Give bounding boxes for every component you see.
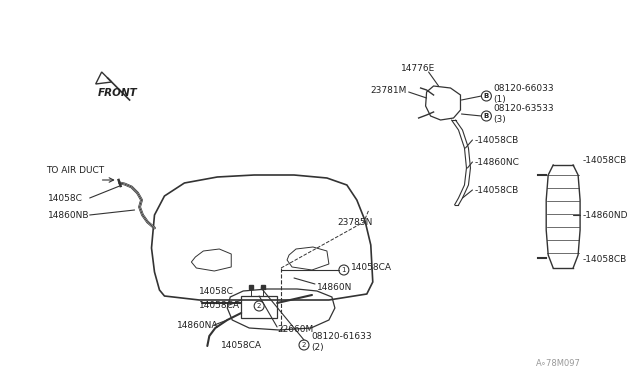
Text: -14860NC: -14860NC — [474, 157, 519, 167]
Text: 14860NA: 14860NA — [177, 321, 219, 330]
Text: -14058CB: -14058CB — [474, 186, 518, 195]
Text: 1: 1 — [342, 267, 346, 273]
Text: 08120-66033
(1): 08120-66033 (1) — [493, 84, 554, 104]
Text: 14860NB: 14860NB — [48, 211, 90, 219]
Text: B: B — [484, 93, 489, 99]
Text: 14776E: 14776E — [401, 64, 435, 73]
Text: -14058CB: -14058CB — [582, 155, 627, 164]
Text: 23785N: 23785N — [337, 218, 372, 227]
Text: 2: 2 — [302, 342, 306, 348]
Text: 14058C: 14058C — [199, 288, 234, 296]
Text: 23781M: 23781M — [371, 86, 407, 94]
Text: 2: 2 — [257, 303, 261, 309]
Text: -14058CB: -14058CB — [474, 135, 518, 144]
Text: 14058CA: 14058CA — [199, 301, 241, 310]
Text: TO AIR DUCT: TO AIR DUCT — [46, 166, 104, 174]
Bar — [241, 296, 277, 318]
Text: 14058C: 14058C — [48, 193, 83, 202]
Text: FRONT: FRONT — [98, 88, 138, 98]
Text: 14058CA: 14058CA — [221, 340, 262, 350]
Polygon shape — [96, 72, 111, 84]
Text: -14860ND: -14860ND — [582, 211, 628, 219]
Text: 14058CA: 14058CA — [351, 263, 392, 273]
Text: A∘78M097: A∘78M097 — [536, 359, 581, 369]
Text: 22660M: 22660M — [277, 326, 314, 334]
Text: 14860N: 14860N — [317, 282, 353, 292]
Text: -14058CB: -14058CB — [582, 256, 627, 264]
Text: 08120-61633
(2): 08120-61633 (2) — [311, 332, 372, 352]
Text: 08120-63533
(3): 08120-63533 (3) — [493, 104, 554, 124]
Text: B: B — [484, 113, 489, 119]
